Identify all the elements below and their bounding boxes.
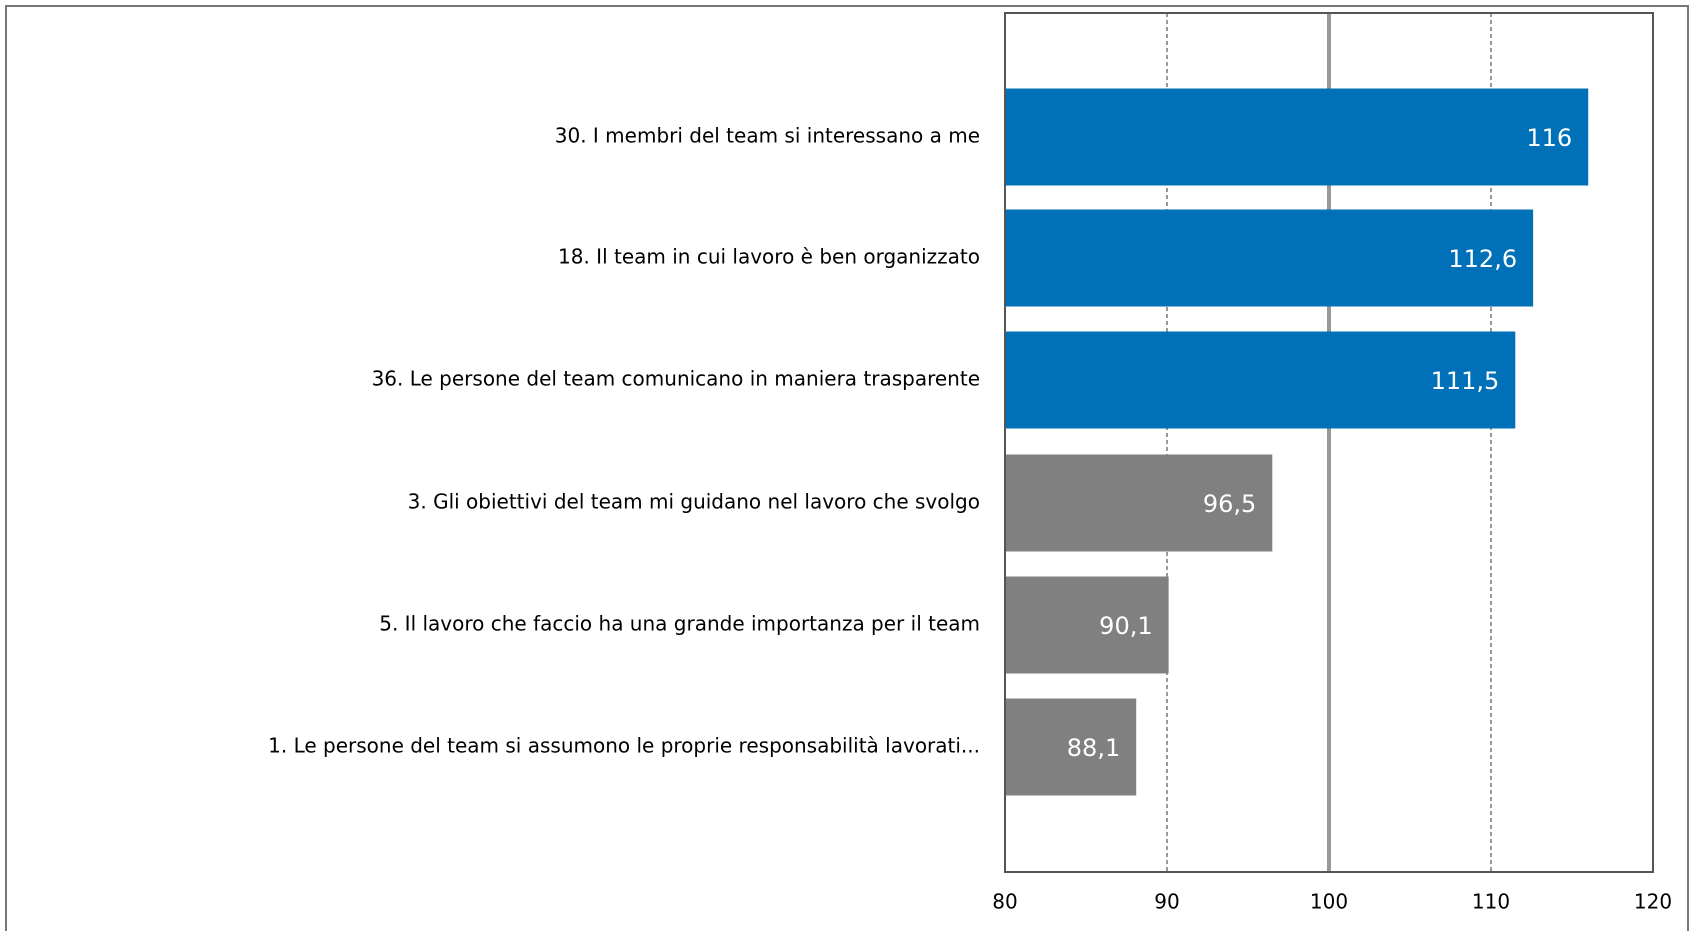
x-tick-label: 110: [1472, 890, 1510, 914]
bar: [1005, 88, 1589, 186]
bar: [1005, 331, 1516, 429]
category-label: 18. Il team in cui lavoro è ben organizz…: [558, 245, 980, 269]
category-label: 1. Le persone del team si assumono le pr…: [268, 734, 980, 758]
value-label: 96,5: [1203, 490, 1256, 518]
bar: [1005, 454, 1273, 552]
x-tick-label: 80: [992, 890, 1017, 914]
x-tick-label: 120: [1634, 890, 1672, 914]
value-label: 112,6: [1448, 245, 1517, 273]
plot-border: [1004, 12, 1654, 873]
value-label: 90,1: [1099, 612, 1152, 640]
x-tick-label: 100: [1310, 890, 1348, 914]
category-label: 3. Gli obiettivi del team mi guidano nel…: [408, 490, 980, 514]
category-label: 36. Le persone del team comunicano in ma…: [372, 367, 980, 391]
value-label: 111,5: [1431, 367, 1500, 395]
category-label: 5. Il lavoro che faccio ha una grande im…: [379, 612, 980, 636]
value-label: 88,1: [1067, 734, 1120, 762]
x-tick-label: 90: [1154, 890, 1179, 914]
category-label: 30. I membri del team si interessano a m…: [555, 124, 980, 148]
bar: [1005, 209, 1534, 307]
bar: [1005, 698, 1137, 796]
value-label: 116: [1526, 124, 1572, 152]
bar: [1005, 576, 1169, 674]
